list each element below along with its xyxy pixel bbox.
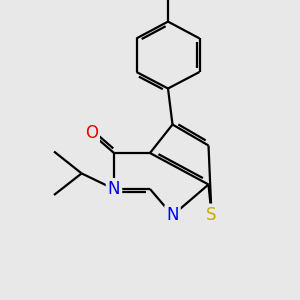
- Text: N: N: [108, 180, 120, 198]
- Text: S: S: [206, 206, 217, 224]
- Text: O: O: [85, 124, 98, 142]
- Text: N: N: [166, 206, 179, 224]
